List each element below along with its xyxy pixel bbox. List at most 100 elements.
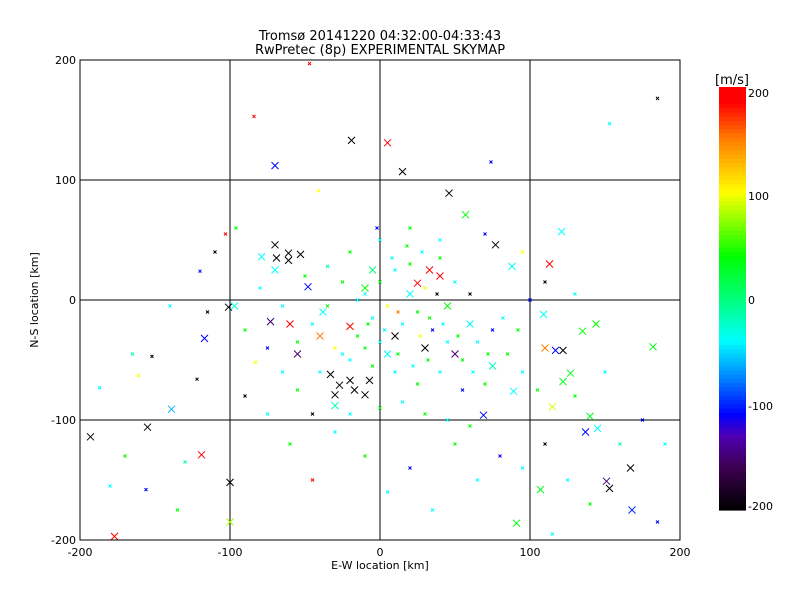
data-point-cross [605,484,614,493]
colorbar-segment [719,298,746,304]
data-point-dot [340,352,345,356]
data-point-cross [508,262,516,271]
data-point-dot [430,328,435,332]
grid-lines [80,60,680,540]
data-point-cross [545,260,554,268]
data-point-dot [400,400,405,404]
colorbar-segment [719,455,746,460]
data-point-cross [361,390,369,399]
colorbar-segment [719,230,746,236]
colorbar-segment [719,141,746,147]
data-point-dot [408,466,412,470]
colorbar-segment [719,256,746,262]
data-point-dot [175,508,180,512]
colorbar-tick-label: 100 [748,190,769,203]
data-point-dot [393,370,397,374]
colorbar-segment [719,103,746,109]
data-point-dot [475,340,480,344]
colorbar [719,87,746,511]
data-point-cross [346,322,354,331]
data-point-dot [438,370,442,374]
colorbar-segment [719,273,746,278]
data-point-dot [565,478,570,482]
colorbar-segment [719,345,746,350]
data-point-cross [443,302,452,310]
data-point-dot [445,418,450,422]
data-point-dot [150,354,154,359]
colorbar-segment [719,108,746,113]
colorbar-segment [719,315,746,321]
colorbar-segment [719,209,746,215]
colorbar-segment [719,421,746,426]
colorbar-segment [719,395,746,401]
plot-frame [79,59,681,541]
colorbar-segment [719,336,746,342]
colorbar-tick-label: 0 [748,294,755,307]
data-point-dot [655,520,660,524]
data-point-dot [415,382,420,386]
colorbar-segment [719,247,746,253]
data-point-dot [307,61,312,66]
data-point-cross [602,477,611,486]
colorbar-segment [719,150,746,156]
y-tick-label: -200 [51,534,76,547]
data-point-dot [453,280,457,284]
x-tick-label: 100 [520,546,541,559]
colorbar-segment [719,146,746,152]
x-tick-label: -100 [218,546,243,559]
data-point-dot [205,310,210,314]
data-point-cross [559,377,567,386]
data-point-cross [284,249,293,258]
y-tick-label: 200 [55,54,76,67]
colorbar-segment [719,205,746,211]
colorbar-segment [719,243,746,249]
data-point-cross [559,346,567,355]
colorbar-segment [719,175,746,181]
data-point-cross [361,284,369,292]
data-point-cross [466,320,474,328]
colorbar-segment [719,416,746,422]
data-point-dot [411,364,415,368]
colorbar-segment [719,239,746,245]
data-point-dot [325,304,330,308]
data-point-cross [319,308,327,316]
data-point-dot [310,322,315,326]
data-point-cross [383,350,392,358]
colorbar-tick-label: 200 [748,87,769,100]
data-point-cross [391,332,399,340]
colorbar-segment [719,311,746,317]
colorbar-segment [719,133,746,139]
data-point-dot [375,226,379,230]
colorbar-segment [719,87,746,92]
colorbar-segment [719,446,746,452]
data-point-cross [536,485,545,494]
data-point-dot [438,238,442,242]
data-point-dot [396,352,400,356]
data-point-dot [97,385,102,390]
colorbar-segment [719,463,746,469]
data-point-dot [423,412,427,416]
colorbar-segment [719,366,746,372]
colorbar-segment [719,163,746,168]
data-point-dot [243,394,247,398]
colorbar-segment [719,213,746,219]
colorbar-segment [719,374,746,380]
data-point-dot [396,310,400,314]
data-point-dot [588,502,592,506]
data-point-cross [451,350,459,358]
data-point-dot [168,304,172,308]
data-point-dot [265,412,270,416]
data-point-dot [265,346,270,350]
data-point-dot [520,466,525,470]
data-point-dot [340,280,345,284]
colorbar-segment [719,340,746,346]
data-point-cross [628,506,636,514]
data-point-cross [286,320,294,328]
data-point-dot [441,322,445,326]
data-point-dot [333,430,337,434]
colorbar-segment [719,361,746,367]
data-point-cross [566,369,575,378]
data-point-dot [415,310,420,314]
data-point-dot [543,280,547,284]
